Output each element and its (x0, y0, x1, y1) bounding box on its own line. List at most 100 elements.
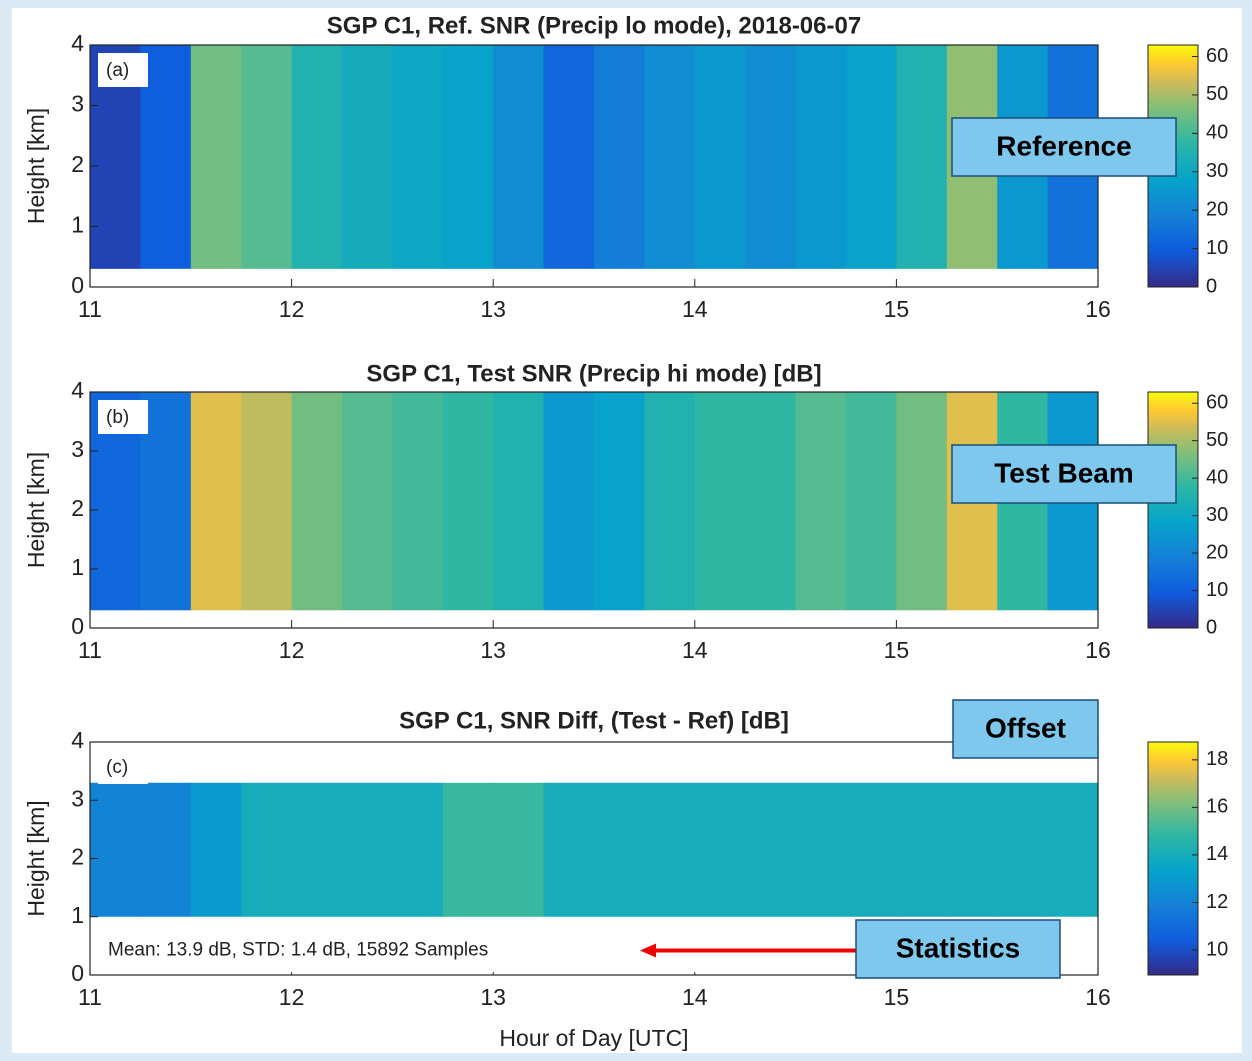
y-tick-label: 4 (71, 30, 84, 56)
colorbar-tick-label: 10 (1206, 237, 1228, 259)
heat-cell (140, 392, 192, 611)
heat-cell (997, 782, 1049, 917)
heat-cell (392, 392, 444, 611)
panel-label: (c) (106, 757, 128, 778)
x-tick-label: 13 (480, 984, 506, 1010)
heat-cell (795, 392, 847, 611)
heat-cell (442, 392, 494, 611)
heat-cell (291, 782, 343, 917)
y-tick-label: 0 (71, 613, 84, 639)
x-tick-label: 15 (884, 637, 910, 663)
annotation: Offset (985, 712, 1066, 743)
x-tick-label: 13 (480, 296, 506, 322)
heat-cell (846, 45, 897, 269)
heat-cell (594, 45, 645, 269)
heat-cell (241, 782, 293, 917)
heat-cell (644, 392, 696, 611)
y-axis-label: Height [km] (23, 452, 49, 568)
heat-cell (644, 45, 696, 269)
x-tick-label: 12 (279, 296, 305, 322)
heat-cell (846, 782, 897, 917)
colorbar-tick-label: 40 (1206, 466, 1228, 488)
x-tick-label: 13 (480, 637, 506, 663)
x-tick-label: 14 (682, 984, 708, 1010)
heat-cell (946, 782, 998, 917)
heat-cell (342, 392, 393, 611)
panel-label: (a) (106, 60, 129, 81)
y-axis-label: Height [km] (23, 108, 49, 224)
annotation: Test Beam (994, 457, 1134, 488)
colorbar-tick-label: 50 (1206, 83, 1228, 105)
heat-cell (543, 782, 595, 917)
heat-cell (543, 45, 595, 269)
panel-label-bg (98, 53, 148, 87)
stats-text: Mean: 13.9 dB, STD: 1.4 dB, 15892 Sample… (108, 940, 488, 961)
heat-cell (241, 392, 293, 611)
heat-cell (745, 782, 797, 917)
x-tick-label: 11 (78, 984, 102, 1010)
heat-cell (896, 45, 948, 269)
y-tick-label: 1 (71, 212, 84, 238)
y-tick-label: 3 (71, 91, 84, 117)
colorbar-tick-label: 20 (1206, 541, 1228, 563)
heat-cell (694, 392, 746, 611)
heat-cell (241, 45, 293, 269)
annotation-box (951, 117, 1177, 177)
y-tick-label: 4 (71, 377, 84, 403)
heat-cell (1047, 782, 1099, 917)
heat-cell (543, 392, 595, 611)
x-tick-label: 11 (78, 637, 102, 663)
colorbar-tick-label: 0 (1206, 275, 1217, 297)
heat-cell (896, 782, 948, 917)
heat-cell (745, 45, 797, 269)
heat-cell (795, 45, 847, 269)
stats-arrowhead (640, 943, 656, 958)
x-tick-label: 16 (1085, 984, 1111, 1010)
heat-cell (342, 782, 393, 917)
y-tick-label: 2 (71, 151, 84, 177)
colorbar-tick-label: 50 (1206, 429, 1228, 451)
chart-title: SGP C1, Test SNR (Precip hi mode) [dB] (366, 360, 821, 387)
colorbar-tick-label: 16 (1206, 796, 1228, 818)
heat-cell (594, 782, 645, 917)
heat-cell (291, 45, 343, 269)
y-tick-label: 0 (71, 272, 84, 298)
y-axis-label: Height [km] (23, 800, 49, 916)
panel-label: (b) (106, 407, 129, 428)
heat-cell (694, 45, 746, 269)
chart-title: SGP C1, Ref. SNR (Precip lo mode), 2018-… (327, 12, 861, 39)
annotation-box (855, 919, 1061, 979)
x-tick-label: 12 (279, 984, 305, 1010)
heat-cell (291, 392, 343, 611)
x-tick-label: 16 (1085, 296, 1111, 322)
heat-cell (694, 782, 746, 917)
heat-cell (846, 392, 897, 611)
heat-cell (90, 782, 141, 917)
y-tick-label: 0 (71, 960, 84, 986)
colorbar-tick-label: 60 (1206, 392, 1228, 414)
heat-cell (493, 782, 545, 917)
heat-cell (442, 782, 494, 917)
x-tick-label: 11 (78, 296, 102, 322)
colorbar-tick-label: 30 (1206, 160, 1228, 182)
colorbar-tick-label: 20 (1206, 198, 1228, 220)
colorbar-tick-label: 14 (1206, 843, 1228, 865)
y-tick-label: 2 (71, 495, 84, 521)
colorbar (1147, 391, 1199, 629)
colorbar-tick-label: 30 (1206, 504, 1228, 526)
heat-cell (594, 392, 645, 611)
colorbar (1147, 741, 1199, 976)
heat-cell (896, 392, 948, 611)
colorbar-tick-label: 60 (1206, 45, 1228, 67)
heat-cell (140, 782, 192, 917)
colorbar-tick-label: 10 (1206, 579, 1228, 601)
heat-cell (190, 392, 242, 611)
panel-label-bg (98, 750, 148, 784)
y-tick-label: 1 (71, 554, 84, 580)
colorbar-tick-label: 10 (1206, 938, 1228, 960)
heat-cell (442, 45, 494, 269)
x-tick-label: 14 (682, 637, 708, 663)
colorbar-tick-label: 18 (1206, 748, 1228, 770)
x-tick-label: 15 (884, 296, 910, 322)
